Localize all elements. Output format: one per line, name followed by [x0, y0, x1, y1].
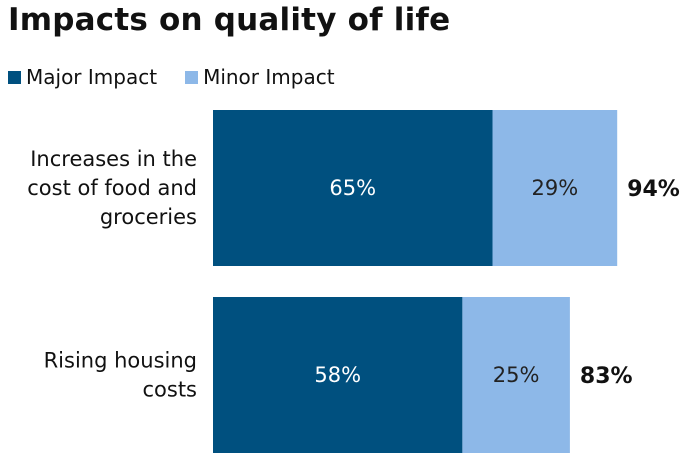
category-label-1-line-1: costs: [142, 378, 197, 402]
data-label-major-0: 65%: [329, 176, 376, 200]
bar-major-1: [213, 297, 463, 453]
category-label-0-line-0: Increases in the: [30, 147, 197, 171]
legend-swatch-minor: [185, 70, 199, 84]
legend: Major Impact Minor Impact: [8, 64, 363, 90]
category-label-0-line-2: groceries: [100, 205, 197, 229]
legend-swatch-major: [8, 70, 21, 84]
category-label-0-line-1: cost of food and: [27, 176, 197, 200]
category-label-1-line-0: Rising housing: [44, 349, 197, 373]
legend-label-major: Major Impact: [26, 65, 158, 89]
data-label-minor-1: 25%: [493, 363, 540, 387]
legend-label-minor: Minor Impact: [203, 65, 335, 89]
data-label-major-1: 58%: [314, 363, 361, 387]
bar-minor-0: [492, 110, 618, 266]
bar-major-0: [213, 110, 493, 266]
legend-item-minor: Minor Impact: [185, 65, 335, 89]
data-label-minor-0: 29%: [532, 176, 579, 200]
total-label-1: 83%: [580, 364, 633, 389]
total-label-0: 94%: [627, 177, 680, 202]
legend-item-major: Major Impact: [8, 65, 157, 89]
chart-title: Impacts on quality of life: [8, 2, 451, 38]
bar-minor-1: [462, 297, 570, 453]
